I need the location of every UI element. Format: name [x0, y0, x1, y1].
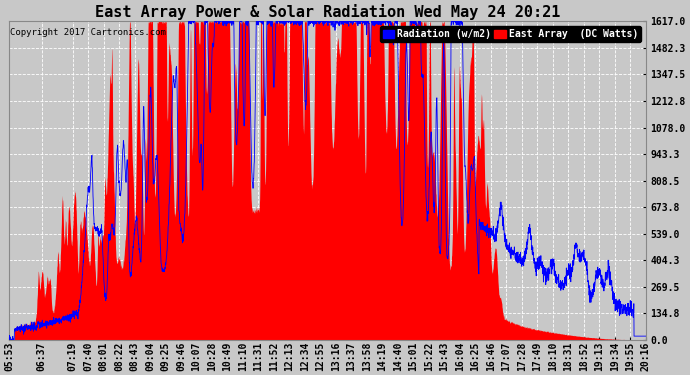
Legend: Radiation (w/m2), East Array  (DC Watts): Radiation (w/m2), East Array (DC Watts) [380, 26, 641, 42]
Text: Copyright 2017 Cartronics.com: Copyright 2017 Cartronics.com [10, 28, 166, 37]
Title: East Array Power & Solar Radiation Wed May 24 20:21: East Array Power & Solar Radiation Wed M… [95, 4, 560, 20]
